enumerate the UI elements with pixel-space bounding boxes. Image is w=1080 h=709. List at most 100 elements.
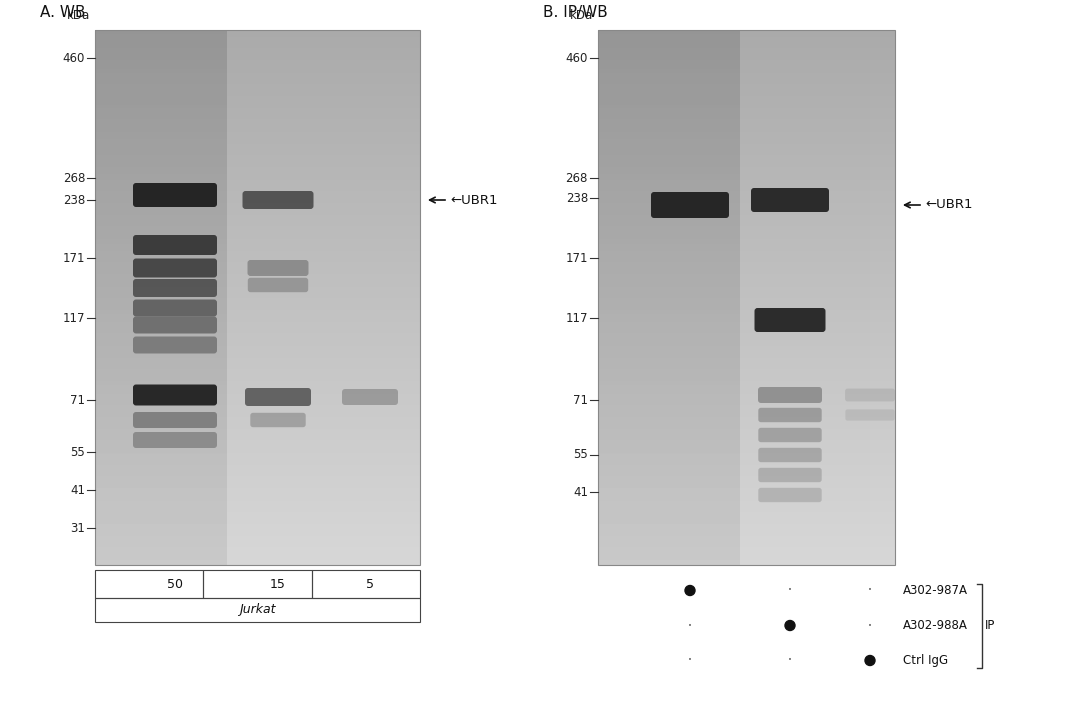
Bar [95, 392, 420, 393]
Bar [95, 479, 420, 481]
Bar [95, 96, 420, 98]
Bar [95, 413, 420, 415]
Bar [598, 235, 740, 237]
Bar [95, 390, 420, 392]
Bar [95, 527, 227, 530]
Bar [598, 442, 740, 444]
Bar [598, 523, 895, 524]
Bar [95, 456, 420, 458]
Bar [95, 319, 420, 320]
Bar [95, 267, 420, 269]
Bar [598, 139, 740, 140]
Bar [95, 46, 227, 48]
Text: •: • [868, 623, 872, 628]
Bar [95, 442, 227, 444]
Bar [95, 274, 227, 276]
Bar [598, 212, 740, 213]
Bar [598, 364, 740, 365]
Bar [95, 469, 227, 471]
Bar [598, 223, 895, 224]
Bar [598, 210, 895, 212]
Bar [598, 493, 740, 496]
Bar [598, 239, 740, 240]
Bar [598, 372, 740, 374]
Bar [598, 269, 895, 271]
Bar [95, 490, 420, 492]
Bar [95, 511, 420, 513]
Bar [95, 98, 227, 99]
Bar [598, 371, 895, 372]
Bar [598, 43, 895, 44]
Bar [95, 403, 227, 405]
Bar [598, 39, 895, 40]
Bar [598, 405, 895, 406]
Bar [95, 67, 227, 69]
Bar [598, 144, 895, 146]
Bar [598, 419, 740, 420]
Bar [598, 549, 740, 551]
Bar [95, 144, 420, 146]
Bar [95, 385, 227, 386]
Bar [95, 452, 420, 454]
Bar [95, 133, 227, 135]
Bar [598, 333, 895, 335]
Bar [598, 324, 895, 326]
Bar [95, 62, 227, 64]
Bar [95, 164, 227, 165]
Bar [95, 435, 227, 437]
Bar [95, 137, 420, 139]
Bar [598, 153, 740, 155]
Bar [598, 132, 740, 133]
Bar [598, 483, 740, 485]
Bar [598, 191, 895, 192]
Bar [95, 74, 227, 77]
Bar [598, 556, 740, 558]
Bar [95, 306, 227, 308]
Bar [95, 217, 227, 219]
Bar [95, 173, 420, 174]
Bar [95, 452, 227, 454]
Bar [95, 520, 420, 523]
Bar [95, 169, 420, 171]
Bar [95, 313, 227, 316]
Bar [95, 397, 227, 399]
Bar [95, 165, 227, 167]
Bar [598, 285, 740, 287]
Bar [598, 346, 895, 347]
Bar [95, 289, 420, 291]
Bar [598, 291, 895, 292]
Bar [598, 155, 740, 157]
Text: 117: 117 [63, 311, 85, 325]
Bar [95, 258, 420, 260]
Bar [598, 396, 740, 397]
Bar [598, 272, 740, 274]
Bar [95, 554, 227, 556]
Bar [95, 350, 420, 351]
Bar [95, 82, 420, 84]
Bar [598, 37, 740, 39]
Bar [598, 59, 740, 60]
Bar [598, 171, 740, 173]
Bar [95, 513, 420, 515]
Bar [95, 216, 227, 217]
Bar [598, 224, 895, 226]
Bar [95, 271, 227, 272]
Bar [598, 490, 895, 492]
Bar [95, 59, 420, 60]
Bar [598, 184, 740, 185]
Bar [95, 77, 227, 78]
Bar [95, 544, 420, 545]
Bar [598, 490, 740, 492]
Bar [95, 51, 420, 53]
Bar [95, 499, 420, 501]
Bar [95, 80, 227, 82]
Bar [598, 116, 740, 118]
Bar [598, 276, 740, 278]
Bar [598, 299, 740, 301]
Bar [598, 513, 740, 515]
Bar [95, 326, 227, 328]
Bar [95, 335, 420, 337]
Bar [95, 119, 420, 121]
Bar [598, 527, 895, 530]
Bar [95, 223, 420, 224]
